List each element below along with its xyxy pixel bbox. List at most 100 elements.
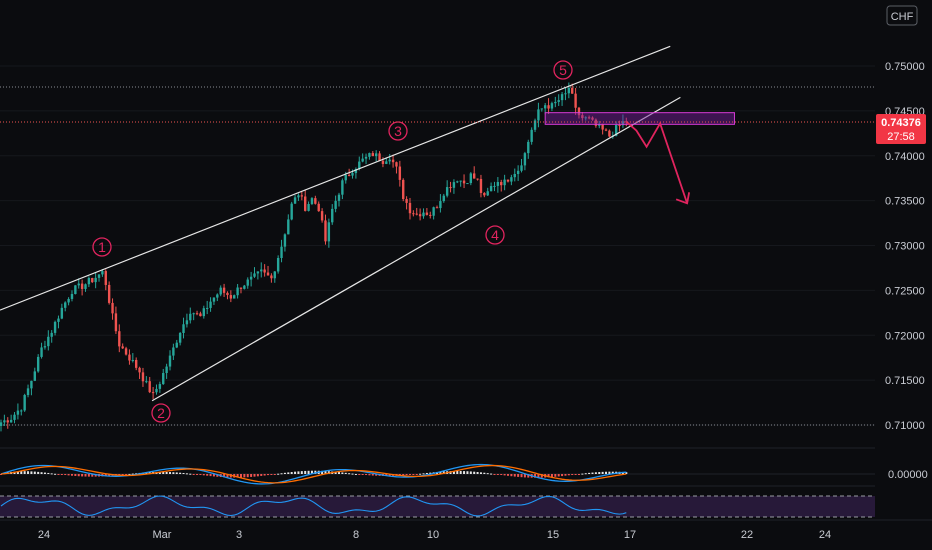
candle-body[interactable] <box>80 283 84 289</box>
last-price-tag[interactable]: 0.74376 27:58 <box>876 114 926 145</box>
candle-body[interactable] <box>189 313 192 321</box>
wave-label-circle[interactable] <box>151 403 171 423</box>
candle-body[interactable] <box>351 173 354 176</box>
candle-body[interactable] <box>574 93 577 108</box>
candle-body[interactable] <box>554 101 557 104</box>
candle-body[interactable] <box>364 156 368 159</box>
candle-body[interactable] <box>270 275 273 279</box>
candle-body[interactable] <box>33 371 36 381</box>
candle-body[interactable] <box>506 179 510 182</box>
candle-body[interactable] <box>229 295 233 299</box>
candle-body[interactable] <box>226 292 229 296</box>
candle-body[interactable] <box>621 121 625 126</box>
candle-body[interactable] <box>47 336 50 347</box>
rsi-pane[interactable] <box>0 495 875 518</box>
candle-body[interactable] <box>314 198 317 204</box>
candle-body[interactable] <box>70 294 74 299</box>
candle-body[interactable] <box>493 185 496 187</box>
candle-body[interactable] <box>94 277 97 283</box>
candle-body[interactable] <box>84 284 87 289</box>
candle-body[interactable] <box>300 195 304 197</box>
candle-body[interactable] <box>577 107 581 116</box>
candle-body[interactable] <box>236 287 239 296</box>
candle-body[interactable] <box>253 273 256 277</box>
candle-body[interactable] <box>456 181 459 183</box>
candle-body[interactable] <box>347 174 351 176</box>
candle-body[interactable] <box>381 160 385 164</box>
candle-body[interactable] <box>594 119 598 126</box>
candle-body[interactable] <box>40 347 43 357</box>
candle-body[interactable] <box>614 125 618 136</box>
candle-body[interactable] <box>178 332 182 343</box>
candle-body[interactable] <box>249 276 253 280</box>
candle-body[interactable] <box>67 298 70 303</box>
candle-body[interactable] <box>287 219 290 235</box>
candle-body[interactable] <box>516 170 520 174</box>
projection-arrow[interactable] <box>625 120 691 205</box>
candle-body[interactable] <box>489 186 493 192</box>
macd-signal-line[interactable] <box>0 464 627 484</box>
candle-body[interactable] <box>324 220 327 242</box>
candle-body[interactable] <box>388 159 391 162</box>
candle-body[interactable] <box>222 287 226 293</box>
candle-body[interactable] <box>560 94 564 101</box>
candle-body[interactable] <box>334 200 337 209</box>
candle-body[interactable] <box>57 318 60 322</box>
candle-body[interactable] <box>168 355 172 367</box>
candle-body[interactable] <box>148 381 151 393</box>
candle-body[interactable] <box>337 194 341 201</box>
candle-body[interactable] <box>571 87 574 94</box>
candle-body[interactable] <box>500 182 503 186</box>
trendline-upper[interactable] <box>0 45 671 311</box>
candle-body[interactable] <box>310 198 314 205</box>
candle-body[interactable] <box>145 381 148 383</box>
resistance-zone-box[interactable] <box>544 112 735 125</box>
candle-body[interactable] <box>9 419 13 423</box>
candle-body[interactable] <box>543 105 547 109</box>
candle-body[interactable] <box>527 141 530 154</box>
candle-body[interactable] <box>618 125 621 127</box>
candle-body[interactable] <box>216 294 219 298</box>
candle-body[interactable] <box>219 287 222 295</box>
wave-label-circle[interactable] <box>553 60 573 80</box>
candle-body[interactable] <box>266 272 270 276</box>
candle-body[interactable] <box>567 87 571 94</box>
candle-body[interactable] <box>374 153 378 157</box>
candle-body[interactable] <box>138 367 141 373</box>
candle-body[interactable] <box>209 301 212 308</box>
candle-body[interactable] <box>23 395 26 411</box>
candle-body[interactable] <box>124 348 128 355</box>
candle-body[interactable] <box>564 93 567 95</box>
candle-body[interactable] <box>378 153 381 161</box>
candle-body[interactable] <box>74 285 77 295</box>
candle-body[interactable] <box>358 161 361 170</box>
candle-body[interactable] <box>6 420 9 423</box>
candle-body[interactable] <box>445 187 449 196</box>
candle-body[interactable] <box>587 117 591 119</box>
candle-body[interactable] <box>466 183 469 185</box>
candle-body[interactable] <box>304 196 307 211</box>
candle-body[interactable] <box>26 388 30 396</box>
candle-body[interactable] <box>462 180 466 184</box>
candle-body[interactable] <box>608 130 611 137</box>
candle-body[interactable] <box>107 284 111 303</box>
wave-label-circle[interactable] <box>388 121 408 141</box>
candle-body[interactable] <box>473 173 476 179</box>
candle-body[interactable] <box>540 108 543 110</box>
candle-body[interactable] <box>283 234 287 247</box>
candle-body[interactable] <box>398 166 402 180</box>
candle-body[interactable] <box>354 169 358 174</box>
candle-body[interactable] <box>361 158 364 162</box>
candlestick-series[interactable] <box>0 82 628 432</box>
candle-body[interactable] <box>0 422 3 426</box>
candle-body[interactable] <box>16 410 20 415</box>
trendline-lower[interactable] <box>151 96 681 402</box>
candle-body[interactable] <box>114 313 118 332</box>
candle-body[interactable] <box>202 308 205 317</box>
candle-body[interactable] <box>36 356 40 372</box>
macd-pane[interactable] <box>0 463 875 485</box>
candle-body[interactable] <box>212 297 216 302</box>
candle-body[interactable] <box>185 320 189 325</box>
currency-badge[interactable] <box>886 5 918 26</box>
candle-body[interactable] <box>20 410 23 412</box>
